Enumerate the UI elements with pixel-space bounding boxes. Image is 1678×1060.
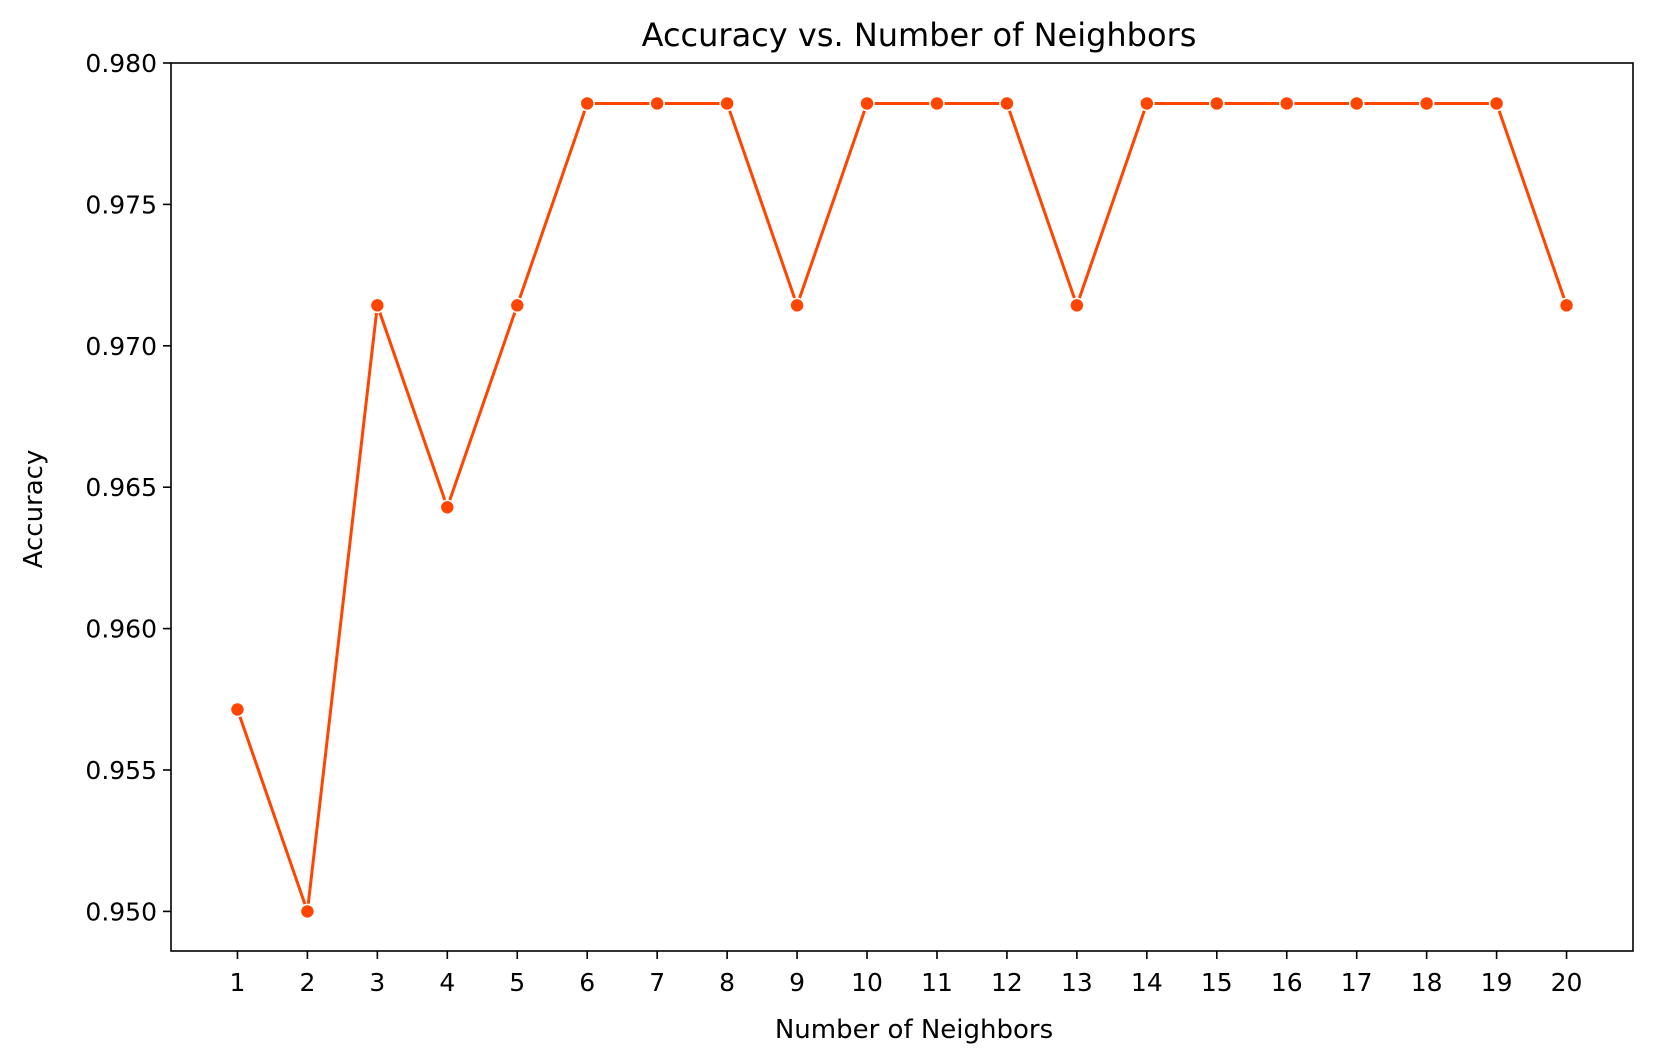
series-line bbox=[236, 101, 1568, 913]
data-point-marker bbox=[1558, 297, 1575, 314]
x-tick-label: 17 bbox=[1341, 968, 1373, 997]
x-axis: 1 2 3 4 5 6 7 8 9 10 11 12 13 14 15 16 17 18 19 20 bbox=[230, 951, 1583, 997]
data-point-marker bbox=[1139, 95, 1155, 112]
data-point-marker bbox=[1278, 95, 1295, 112]
x-tick-label: 10 bbox=[851, 968, 883, 997]
y-tick-label: 0.950 bbox=[85, 897, 157, 926]
data-point-marker bbox=[509, 297, 526, 314]
data-point-marker bbox=[719, 95, 735, 112]
x-tick-label: 6 bbox=[579, 968, 595, 997]
x-tick-label: 12 bbox=[991, 968, 1023, 997]
x-tick-label: 18 bbox=[1411, 968, 1443, 997]
data-point-marker bbox=[579, 95, 596, 112]
y-tick-label: 0.970 bbox=[85, 332, 157, 361]
x-tick-label: 4 bbox=[439, 968, 455, 997]
x-tick-label: 5 bbox=[509, 968, 525, 997]
data-point-marker bbox=[1208, 95, 1225, 112]
x-axis-title: Number of Neighbors bbox=[775, 1015, 1053, 1045]
x-tick-label: 2 bbox=[299, 968, 315, 997]
y-axis-title: Accuracy bbox=[19, 450, 49, 569]
data-point-marker bbox=[1418, 95, 1435, 112]
data-point-marker bbox=[929, 95, 945, 112]
x-tick-label: 3 bbox=[369, 968, 385, 997]
plot-area-frame bbox=[170, 62, 1634, 952]
x-tick-label: 7 bbox=[649, 968, 665, 997]
y-tick-label: 0.965 bbox=[85, 473, 157, 502]
y-tick-label: 0.975 bbox=[85, 190, 157, 219]
chart-title: Accuracy vs. Number of Neighbors bbox=[642, 16, 1197, 54]
data-point-marker bbox=[1488, 95, 1505, 112]
data-point-marker bbox=[299, 903, 316, 920]
x-tick-label: 14 bbox=[1131, 968, 1163, 997]
y-axis: 0.950 0.955 0.960 0.965 0.970 0.975 0.980 bbox=[85, 49, 171, 926]
data-point-marker bbox=[439, 499, 456, 516]
x-tick-label: 11 bbox=[921, 968, 953, 997]
data-point-marker bbox=[369, 297, 386, 314]
data-point-marker bbox=[999, 95, 1015, 112]
x-tick-label: 16 bbox=[1271, 968, 1303, 997]
data-point-marker bbox=[1069, 297, 1085, 314]
series-markers bbox=[229, 95, 1575, 920]
x-tick-label: 15 bbox=[1201, 968, 1233, 997]
data-point-marker bbox=[1348, 95, 1365, 112]
x-tick-label: 20 bbox=[1551, 968, 1583, 997]
data-point-marker bbox=[649, 95, 665, 112]
y-tick-label: 0.960 bbox=[85, 615, 157, 644]
x-tick-label: 13 bbox=[1061, 968, 1093, 997]
x-tick-label: 19 bbox=[1481, 968, 1513, 997]
x-tick-label: 9 bbox=[789, 968, 805, 997]
y-tick-label: 0.980 bbox=[85, 49, 157, 78]
data-point-marker bbox=[859, 95, 875, 112]
data-point-marker bbox=[229, 701, 246, 718]
data-point-marker bbox=[789, 297, 805, 314]
y-tick-label: 0.955 bbox=[85, 756, 157, 785]
x-tick-label: 8 bbox=[719, 968, 735, 997]
x-tick-label: 1 bbox=[230, 968, 246, 997]
